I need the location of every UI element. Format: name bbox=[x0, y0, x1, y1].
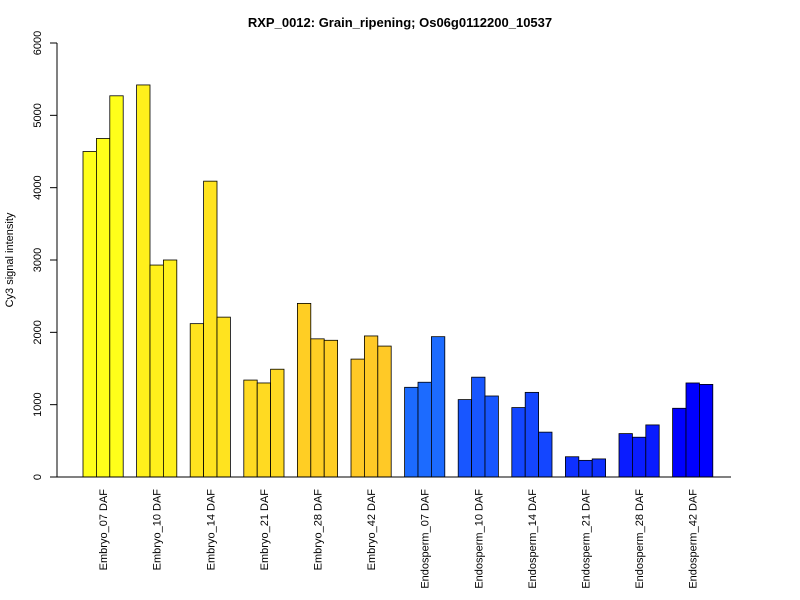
bar bbox=[632, 436, 647, 478]
bar bbox=[109, 95, 124, 478]
x-tick-label: Embryo_10 DAF bbox=[152, 489, 164, 571]
bar bbox=[524, 391, 540, 478]
bar bbox=[323, 339, 339, 478]
bar bbox=[296, 302, 312, 478]
x-tick-label: Endosperm_21 DAF bbox=[581, 489, 593, 589]
bar bbox=[565, 456, 580, 478]
bar bbox=[471, 376, 486, 478]
bar bbox=[484, 395, 499, 478]
bar bbox=[82, 151, 97, 478]
bar bbox=[699, 384, 714, 478]
bar bbox=[645, 424, 660, 478]
y-axis: 0 1000 2000 3000 4000 5000 6000 bbox=[32, 31, 58, 480]
y-tick-label: 5000 bbox=[32, 103, 44, 127]
bar bbox=[363, 335, 379, 478]
y-tick-label: 0 bbox=[32, 474, 44, 480]
bar bbox=[203, 180, 218, 478]
bar bbox=[243, 379, 258, 478]
x-tick-label: Endosperm_14 DAF bbox=[527, 489, 539, 589]
bar bbox=[404, 386, 419, 478]
chart-title: RXP_0012: Grain_ripening; Os06g0112200_1… bbox=[248, 15, 552, 30]
bar bbox=[591, 458, 607, 478]
bar bbox=[256, 382, 272, 478]
x-tick-label: Embryo_21 DAF bbox=[259, 489, 271, 571]
bar bbox=[430, 336, 446, 478]
bar bbox=[618, 433, 633, 478]
y-axis-label: Cy3 signal intensity bbox=[4, 212, 16, 307]
x-tick-label: Embryo_42 DAF bbox=[366, 489, 378, 571]
bar bbox=[672, 407, 687, 478]
bar bbox=[457, 399, 473, 478]
bar bbox=[417, 381, 432, 478]
bar bbox=[377, 345, 392, 478]
bar bbox=[149, 264, 164, 478]
bar bbox=[350, 358, 365, 478]
bar bbox=[310, 338, 325, 478]
bar bbox=[578, 459, 593, 478]
x-tick-label: Endosperm_42 DAF bbox=[688, 489, 700, 589]
bar bbox=[96, 138, 111, 478]
x-tick-label: Embryo_14 DAF bbox=[205, 489, 217, 571]
bar bbox=[189, 323, 204, 478]
y-tick-label: 1000 bbox=[32, 392, 44, 416]
bar bbox=[136, 84, 151, 478]
x-tick-label: Embryo_07 DAF bbox=[98, 489, 110, 571]
y-tick-label: 4000 bbox=[32, 175, 44, 199]
x-tick-label: Endosperm_10 DAF bbox=[473, 489, 485, 589]
bar bbox=[216, 316, 231, 478]
x-axis-labels: Embryo_07 DAF Embryo_10 DAF Embryo_14 DAF E… bbox=[98, 489, 700, 589]
bar bbox=[270, 368, 285, 478]
bars bbox=[82, 84, 714, 478]
x-tick-label: Endosperm_07 DAF bbox=[420, 489, 432, 589]
y-tick-label: 3000 bbox=[32, 248, 44, 272]
bar bbox=[685, 382, 700, 478]
y-tick-label: 2000 bbox=[32, 320, 44, 344]
x-tick-label: Embryo_28 DAF bbox=[313, 489, 325, 571]
y-tick-label: 6000 bbox=[32, 31, 44, 55]
bar bbox=[162, 259, 178, 478]
x-tick-label: Endosperm_28 DAF bbox=[634, 489, 646, 589]
bar bbox=[538, 431, 553, 478]
bar bbox=[511, 407, 526, 478]
